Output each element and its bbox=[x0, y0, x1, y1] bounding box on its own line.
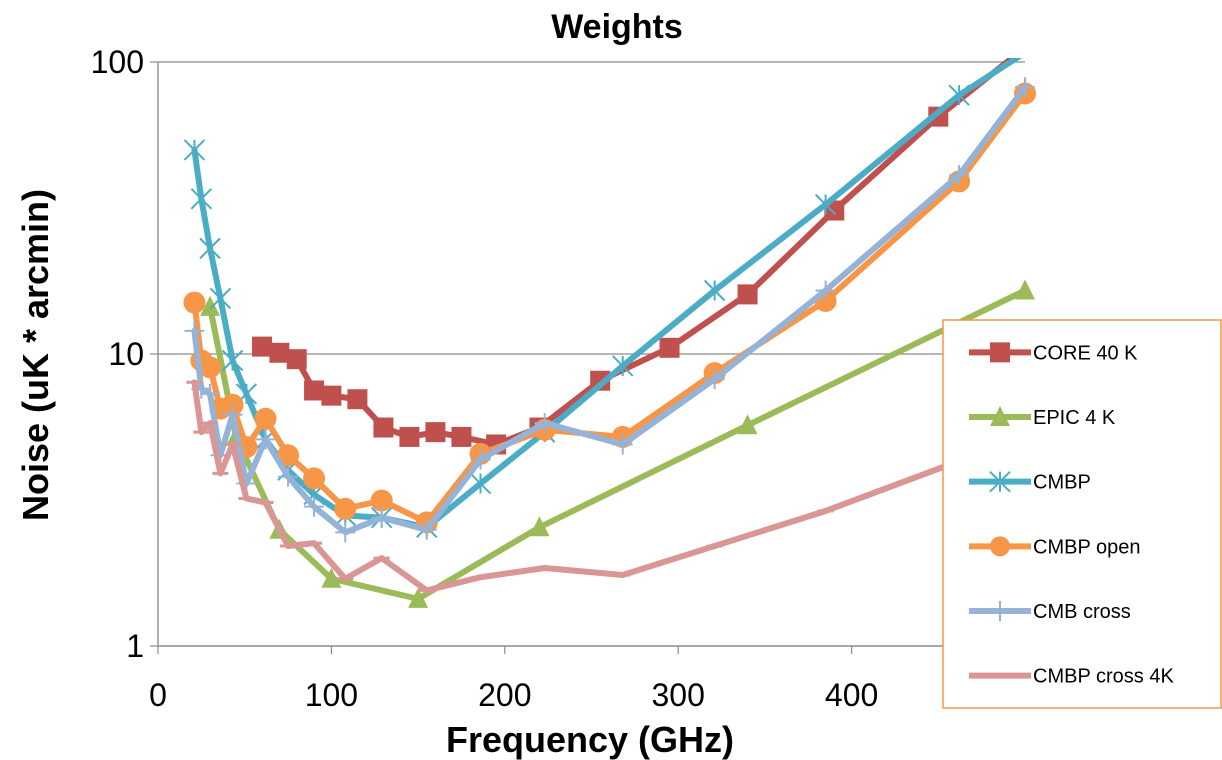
data-point bbox=[252, 336, 273, 357]
chart-title: Weights bbox=[551, 8, 683, 46]
data-point bbox=[304, 496, 325, 517]
data-point bbox=[370, 489, 393, 512]
data-point bbox=[1110, 0, 1130, 1]
legend-label: CMBP open bbox=[1033, 536, 1140, 558]
data-point bbox=[1015, 77, 1035, 98]
data-point bbox=[200, 383, 221, 404]
data-point bbox=[335, 522, 356, 543]
data-point bbox=[399, 426, 420, 447]
data-point bbox=[199, 356, 222, 379]
y-tick-label: 1 bbox=[126, 628, 144, 664]
x-tick-label: 100 bbox=[305, 677, 358, 713]
data-point bbox=[373, 417, 394, 438]
data-point bbox=[948, 84, 970, 106]
data-point bbox=[408, 587, 429, 608]
legend-item: EPIC 4 K bbox=[969, 406, 1116, 429]
legend-label: CMB cross bbox=[1033, 601, 1131, 623]
x-tick-label: 0 bbox=[149, 677, 167, 713]
data-point bbox=[334, 497, 357, 520]
data-point bbox=[612, 434, 633, 455]
x-tick-label: 300 bbox=[652, 677, 705, 713]
data-point bbox=[199, 237, 221, 260]
legend-label: CORE 40 K bbox=[1033, 342, 1138, 364]
data-point bbox=[304, 380, 325, 401]
data-point bbox=[1015, 38, 1035, 58]
data-point bbox=[278, 466, 299, 487]
data-point bbox=[814, 193, 837, 216]
data-point bbox=[949, 165, 970, 186]
data-point bbox=[209, 287, 232, 310]
x-tick-label: 400 bbox=[825, 677, 878, 713]
data-point bbox=[425, 422, 446, 443]
data-point bbox=[221, 349, 244, 372]
data-point bbox=[470, 449, 491, 470]
series-cmb-cross bbox=[184, 77, 1035, 543]
data-point bbox=[824, 200, 845, 221]
legend-swatch-marker bbox=[990, 406, 1010, 426]
data-point bbox=[371, 507, 392, 528]
series-line bbox=[191, 90, 1028, 526]
data-point bbox=[469, 472, 492, 495]
series-line bbox=[259, 58, 1017, 448]
data-point bbox=[254, 407, 277, 430]
legend-item: CMBP open bbox=[969, 536, 1140, 558]
data-point bbox=[815, 280, 836, 301]
data-point bbox=[451, 426, 472, 447]
legend-label: CMBP bbox=[1033, 472, 1091, 494]
legend: CORE 40 K EPIC 4 K CMBP CMBP open CMB cross C… bbox=[942, 319, 1222, 709]
series-core-40-k bbox=[252, 38, 1035, 455]
grid bbox=[158, 61, 1025, 355]
data-point bbox=[321, 385, 342, 406]
data-point bbox=[183, 291, 206, 314]
legend-item: CMBP cross 4K bbox=[969, 666, 1174, 688]
y-tick-label: 100 bbox=[91, 44, 144, 80]
data-point bbox=[737, 284, 758, 305]
data-point bbox=[303, 467, 326, 490]
legend-item: CMBP bbox=[969, 470, 1091, 494]
y-tick-label: 10 bbox=[108, 336, 144, 372]
legend-swatch-marker bbox=[990, 601, 1010, 621]
legend-swatch-marker bbox=[990, 342, 1010, 363]
legend-swatch-marker bbox=[989, 470, 1011, 493]
legend-item: CORE 40 K bbox=[969, 342, 1138, 364]
data-point bbox=[184, 320, 205, 341]
data-point bbox=[183, 139, 206, 161]
data-point bbox=[347, 389, 368, 410]
data-point bbox=[416, 519, 437, 540]
legend-label: CMBP cross 4K bbox=[1033, 666, 1174, 688]
data-point bbox=[659, 337, 680, 358]
data-point bbox=[1015, 279, 1035, 300]
data-point bbox=[612, 355, 634, 377]
legend-swatch-marker bbox=[990, 536, 1010, 557]
data-point bbox=[277, 444, 300, 467]
data-point bbox=[534, 413, 555, 434]
data-point bbox=[703, 279, 726, 302]
legend-box bbox=[942, 319, 1222, 709]
data-point bbox=[222, 404, 243, 425]
legend-item: CMB cross bbox=[969, 601, 1131, 623]
data-point bbox=[286, 349, 307, 370]
data-point bbox=[269, 342, 290, 363]
data-point bbox=[190, 188, 213, 210]
series-cmbp-open bbox=[183, 82, 1036, 534]
x-tick-label: 200 bbox=[478, 677, 531, 713]
data-point bbox=[529, 516, 550, 537]
series bbox=[183, 0, 1130, 608]
legend-label: EPIC 4 K bbox=[1033, 407, 1116, 429]
tick-labels: 1101000100200300400500 bbox=[91, 44, 1052, 713]
data-point bbox=[255, 429, 276, 450]
data-point bbox=[704, 369, 725, 390]
x-axis-label: Frequency (GHz) bbox=[446, 719, 734, 760]
data-point bbox=[200, 295, 221, 316]
data-point bbox=[321, 567, 342, 588]
data-point bbox=[737, 414, 758, 435]
y-axis-label: Noise (uK * arcmin) bbox=[15, 189, 56, 521]
